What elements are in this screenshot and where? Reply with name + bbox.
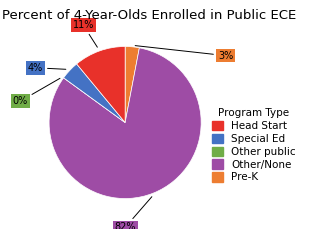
- Wedge shape: [64, 78, 125, 123]
- Wedge shape: [49, 48, 201, 199]
- Legend: Head Start, Special Ed, Other public, Other/None, Pre-K: Head Start, Special Ed, Other public, Ot…: [210, 106, 298, 185]
- Text: 3%: 3%: [135, 46, 233, 61]
- Wedge shape: [64, 64, 125, 123]
- Wedge shape: [77, 46, 125, 123]
- Text: 4%: 4%: [28, 63, 66, 73]
- Text: Percent of 4-Year-Olds Enrolled in Public ECE: Percent of 4-Year-Olds Enrolled in Publi…: [2, 9, 296, 22]
- Text: 82%: 82%: [114, 197, 152, 229]
- Text: 0%: 0%: [13, 78, 60, 106]
- Text: 11%: 11%: [72, 20, 97, 47]
- Wedge shape: [125, 46, 139, 123]
